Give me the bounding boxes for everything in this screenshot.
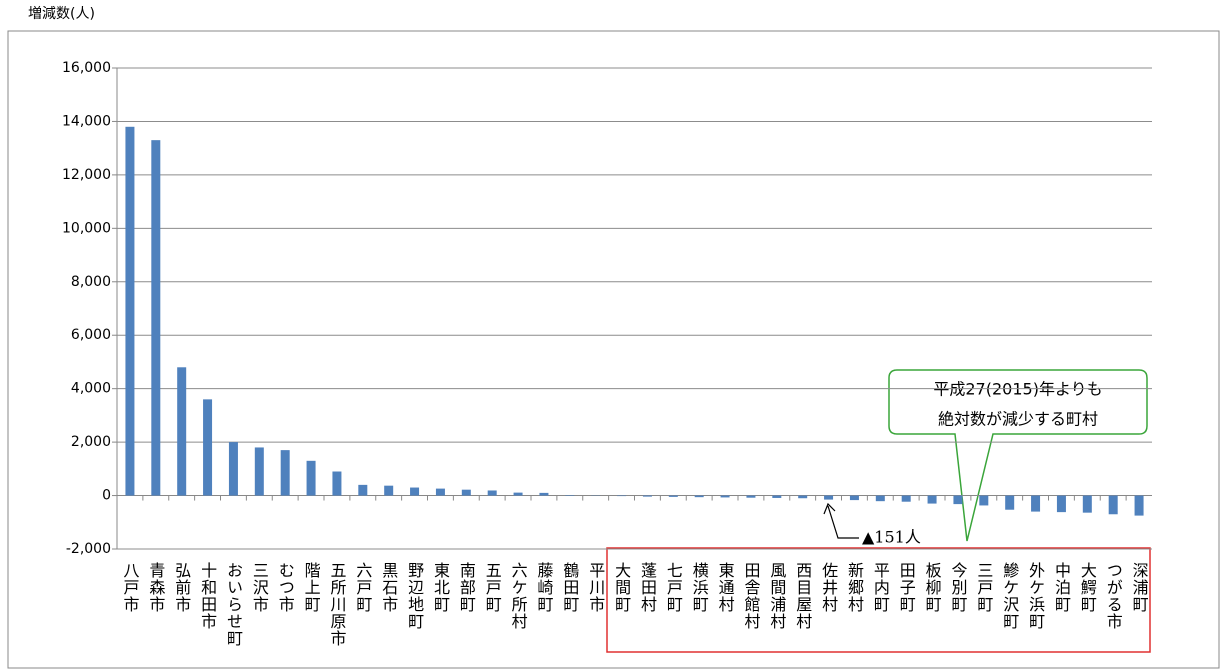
x-tick-label: 大鰐町: [1078, 562, 1097, 613]
x-tick-label: 平川市: [586, 562, 605, 613]
x-tick-label: 深浦町: [1130, 562, 1149, 613]
bar: [875, 495, 885, 502]
x-tick-label: 五戸町: [483, 562, 502, 613]
bar: [487, 490, 497, 496]
x-tick-label: つがる市: [1104, 562, 1123, 630]
x-tick-label: 八戸市: [120, 562, 139, 613]
bar: [513, 492, 523, 496]
chart-frame: [7, 30, 1220, 669]
bar: [1056, 495, 1066, 513]
bar: [979, 495, 989, 506]
bar: [694, 495, 704, 498]
x-tick-label: 十和田市: [198, 562, 217, 630]
bar: [1031, 495, 1041, 512]
x-tick-label: 田子町: [897, 562, 916, 613]
bar: [642, 495, 652, 497]
y-tick-label: 14,000: [62, 113, 111, 129]
x-tick-label: 鰺ケ沢町: [1000, 562, 1019, 630]
bar: [151, 140, 161, 496]
x-tick-label: 横浜町: [690, 562, 709, 613]
bar: [539, 492, 549, 496]
x-tick-label: 今別町: [948, 562, 967, 613]
x-tick-label: 三沢市: [250, 562, 269, 613]
x-tick-label: 階上町: [302, 562, 321, 613]
bar: [410, 487, 420, 496]
x-tick-label: 風間浦村: [767, 562, 786, 630]
y-axis-label: 増減数(人): [28, 5, 95, 22]
x-tick-label: 平内町: [871, 562, 890, 613]
x-tick-label: 野辺地町: [405, 562, 424, 630]
bar: [177, 367, 187, 496]
y-tick-label: 4,000: [71, 381, 111, 397]
annotation: ▲151人: [862, 528, 921, 547]
bar: [798, 495, 808, 499]
y-tick-label: 2,000: [71, 434, 111, 450]
bar: [901, 495, 911, 502]
x-tick-label: 七戸町: [664, 562, 683, 613]
bar: [203, 399, 213, 496]
x-tick-label: 黒石市: [379, 562, 398, 613]
x-tick-label: 三戸町: [974, 562, 993, 613]
y-tick-label: 8,000: [71, 274, 111, 290]
bar: [849, 495, 859, 501]
bar: [772, 495, 782, 498]
bar: [668, 495, 678, 497]
bar: [125, 126, 135, 496]
y-tick-label: 0: [102, 488, 111, 504]
bar: [927, 495, 937, 504]
x-tick-label: 藤崎町: [534, 562, 553, 613]
callout-text: 絶対数が減少する町村: [938, 410, 1098, 429]
bar: [1005, 495, 1015, 510]
x-tick-label: 外ケ浜町: [1026, 562, 1045, 630]
y-tick-label: 16,000: [62, 60, 111, 76]
x-tick-label: 新郷村: [845, 562, 864, 613]
x-tick-label: 中泊町: [1052, 562, 1071, 613]
bar: [1082, 495, 1092, 513]
x-tick-label: 六ケ所村: [509, 562, 528, 630]
x-tick-label: 東北町: [431, 562, 450, 613]
x-tick-label: むつ市: [276, 562, 295, 613]
x-tick-label: おいらせ町: [224, 562, 243, 647]
y-tick-label: 6,000: [71, 327, 111, 343]
bar: [332, 471, 342, 496]
x-tick-label: 大間町: [612, 562, 631, 613]
bar: [306, 460, 316, 496]
bar: [720, 495, 730, 498]
x-tick-label: 田舎館村: [741, 562, 760, 630]
bar: [1134, 495, 1144, 516]
bar: [358, 484, 368, 496]
x-tick-label: 佐井村: [819, 562, 838, 613]
y-tick-label: 10,000: [62, 220, 111, 236]
x-tick-label: 六戸町: [353, 562, 372, 613]
y-tick-label: 12,000: [62, 167, 111, 183]
y-tick-label: -2,000: [66, 541, 111, 557]
x-tick-label: 東通村: [716, 562, 735, 613]
bar: [824, 495, 834, 500]
bar: [1108, 495, 1118, 515]
x-tick-label: 板柳町: [923, 562, 942, 613]
bar: [617, 495, 627, 497]
bar: [280, 450, 290, 496]
pointer-arrow: [823, 502, 859, 539]
bar: [746, 495, 756, 498]
bar: [565, 495, 575, 496]
bar: [384, 485, 394, 496]
bar: [228, 442, 238, 496]
x-tick-label: 鶴田町: [560, 562, 579, 613]
bar: [254, 447, 264, 496]
highlight-box: [606, 547, 1151, 653]
x-tick-label: 西目屋村: [793, 562, 812, 630]
x-tick-label: 弘前市: [172, 562, 191, 613]
x-tick-label: 五所川原市: [327, 562, 346, 647]
x-tick-label: 青森市: [146, 562, 165, 613]
bar: [461, 489, 471, 496]
x-tick-label: 蓬田村: [638, 562, 657, 613]
bar: [435, 488, 445, 496]
x-tick-label: 南部町: [457, 562, 476, 613]
bar: [953, 495, 963, 505]
callout: [888, 369, 1148, 542]
